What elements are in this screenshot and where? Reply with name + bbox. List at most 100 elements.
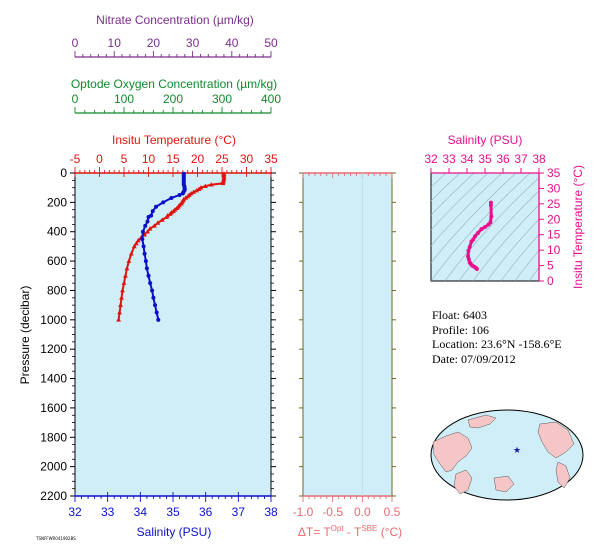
oxygen-axis-title: Optode Oxygen Concentration (µm/kg) [71,77,277,91]
delta-tick-label: 0.0 [354,505,371,519]
delta-tick-label: -1.0 [293,505,314,519]
temperature-tick-label: 25 [215,152,229,166]
inset-contour [431,173,461,202]
nitrate-tick-label: 20 [147,36,161,50]
salinity-series [140,171,187,322]
salinity-point [177,193,182,198]
inset-y-tick-label: 25 [547,197,561,211]
temperature-point [202,183,208,189]
temperature-point [128,251,134,256]
inset-contour [444,177,539,281]
oxygen-tick-label: 0 [72,92,79,106]
inset-ts-point [466,257,471,262]
salinity-tick-label: 34 [134,505,148,519]
salinity-point [151,295,156,300]
salinity-point [146,273,151,278]
delta-plot-area [302,172,393,497]
inset-y-tick-label: 10 [547,243,561,257]
temperature-point [196,186,202,191]
inset-x-tick-label: 32 [424,152,438,166]
salinity-point [143,259,148,264]
inset-x-tick-label: 38 [532,152,546,166]
inset-ts-point [473,234,478,239]
oxygen-tick-label: 100 [114,92,134,106]
inset-ts-point [467,245,472,250]
salinity-point [150,209,155,214]
pressure-tick-label: 600 [47,254,67,268]
salinity-axis: 32 33 34 35 36 37 38 [68,492,278,519]
pressure-tick-label: 2000 [40,460,67,474]
salinity-tick-label: 33 [101,505,115,519]
temperature-point [147,226,153,231]
pressure-axis: 0 200 400 600 800 1000 1200 1400 1600 1800 2000 220… [40,166,276,503]
inset-ts-point [483,225,487,229]
inset-contour [431,173,475,216]
temperature-point [119,295,124,300]
pressure-tick-label: 2200 [40,489,67,503]
temperature-point [151,223,157,228]
salinity-point [141,244,146,249]
pressure-tick-label: 800 [47,283,67,297]
temperature-point [123,273,128,278]
nitrate-tick-label: 40 [225,36,239,50]
salinity-tick-label: 36 [199,505,213,519]
inset-x-tick-label: 37 [514,152,528,166]
pressure-tick-label: 1800 [40,430,67,444]
inset-y-tick-label: 5 [547,259,554,273]
profile-number: Profile: 106 [432,322,489,337]
pressure-tick-label: 200 [47,195,67,209]
pressure-tick-label: 1000 [40,313,67,327]
temperature-tick-label: 35 [264,152,278,166]
nitrate-tick-label: 30 [186,36,200,50]
inset-ts-point [489,214,494,219]
delta-axis-title: ΔT= TOpt - TSBE (°C) [298,524,402,539]
temperature-point [194,188,199,193]
pressure-axis-title: Pressure (decibar) [18,286,32,385]
pressure-tick-label: 400 [47,225,67,239]
salinity-point [180,191,185,196]
inset-y-tick-label: 20 [547,212,561,226]
inset-ts-point [486,222,491,227]
temperature-point [126,258,132,263]
inset-density-contours [431,173,539,281]
inset-contour [528,267,539,281]
salinity-point [146,215,151,220]
temperature-tick-label: 30 [240,152,254,166]
temperature-axis: -5 0 5 10 15 20 25 30 35 [70,152,278,177]
temperature-point [117,309,122,315]
salinity-point [169,195,174,200]
temperature-axis-title: Insitu Temperature (°C) [112,133,236,147]
salinity-point [140,229,145,234]
temperature-point [208,182,214,187]
inset-ts-point [469,239,474,244]
salinity-point [148,281,153,286]
temperature-point [121,280,127,285]
salinity-tick-label: 38 [264,505,278,519]
oxygen-tick-label: 300 [212,92,232,106]
salinity-point [145,219,150,224]
nitrate-axis-title: Nitrate Concentration (µm/kg) [96,13,254,27]
pressure-tick-label: 0 [60,166,67,180]
salinity-point [143,223,148,228]
temperature-point [131,243,137,249]
temperature-point [116,317,122,322]
salinity-point [154,204,159,209]
temperature-point [191,189,196,194]
oxygen-tick-label: 400 [261,92,281,106]
temperature-point [120,287,125,293]
inset-contour [431,173,531,281]
temperature-point [133,240,139,246]
temperature-tick-label: 0 [96,152,103,166]
inset-ts-point [488,200,493,205]
temperature-point [155,220,161,225]
float-info-block: Float: 6403 Profile: 106 Location: 23.6°… [432,308,562,366]
inset-ts-series [466,200,494,271]
pressure-tick-label: 1400 [40,372,67,386]
delta-axis: -1.0 -0.5 0.0 0.5 [293,172,401,519]
inset-x-tick-label: 34 [460,152,474,166]
inset-ts-point [474,266,479,271]
salinity-point [161,200,166,205]
salinity-point [150,288,155,293]
salinity-point [154,310,159,315]
